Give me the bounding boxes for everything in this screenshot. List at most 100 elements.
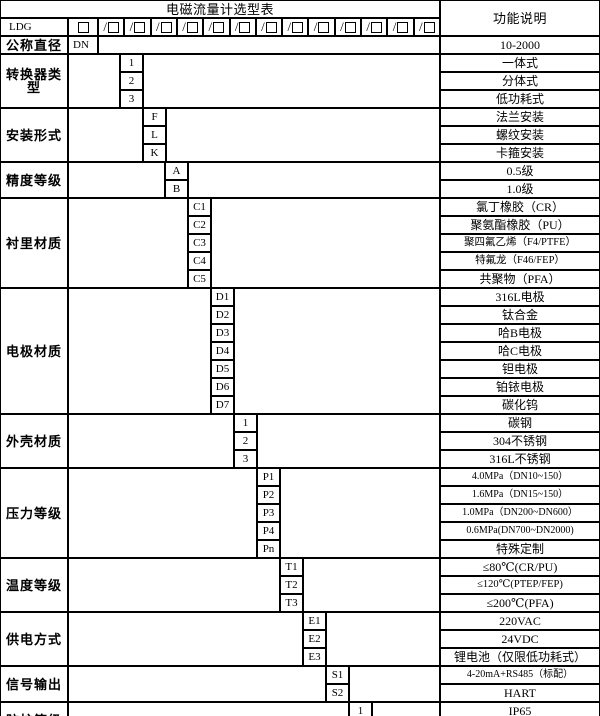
description-cell-1-1: 分体式 <box>440 72 600 90</box>
model-code-box-10[interactable]: / <box>334 18 362 36</box>
code-cell-5-3[interactable]: D4 <box>211 342 234 360</box>
description-cell-2-2: 卡箍安装 <box>440 144 600 162</box>
code-cell-3-0[interactable]: A <box>165 162 188 180</box>
model-code-box-3[interactable]: / <box>150 18 177 36</box>
slash-icon: / <box>313 18 318 34</box>
code-cell-2-0[interactable]: F <box>143 108 166 126</box>
code-cell-5-5[interactable]: D6 <box>211 378 234 396</box>
code-cell-9-1[interactable]: E2 <box>303 630 326 648</box>
description-cell-7-2: 1.0MPa（DN200~DN600） <box>440 504 600 522</box>
spacer-left-2 <box>68 108 143 162</box>
description-cell-6-1: 304不锈钢 <box>440 432 600 450</box>
category-label-1: 转换器类型 <box>0 54 68 108</box>
code-cell-10-1[interactable]: S2 <box>326 684 349 702</box>
code-cell-7-4[interactable]: Pn <box>257 540 280 558</box>
code-cell-9-2[interactable]: E3 <box>303 648 326 666</box>
category-label-4: 衬里材质 <box>0 198 68 288</box>
code-cell-1-0[interactable]: 1 <box>120 54 143 72</box>
code-cell-5-6[interactable]: D7 <box>211 396 234 414</box>
model-prefix-label: LDG <box>0 18 68 36</box>
spacer-right-11 <box>372 702 440 716</box>
model-code-box-0[interactable] <box>68 18 98 36</box>
code-cell-1-2[interactable]: 3 <box>120 90 143 108</box>
code-cell-8-2[interactable]: T3 <box>280 594 303 612</box>
code-cell-1-1[interactable]: 2 <box>120 72 143 90</box>
code-cell-6-1[interactable]: 2 <box>234 432 257 450</box>
slash-icon: / <box>182 18 186 34</box>
description-cell-4-3: 特氟龙（F46/FEP） <box>440 252 600 270</box>
description-cell-5-5: 铂铱电极 <box>440 378 600 396</box>
spacer-left-11 <box>68 702 349 716</box>
model-code-box-12[interactable]: / <box>387 18 414 36</box>
code-square-icon <box>397 21 409 33</box>
spacer-right-1 <box>143 54 440 108</box>
code-cell-7-0[interactable]: P1 <box>257 468 280 486</box>
model-code-box-7[interactable]: / <box>255 18 283 36</box>
description-cell-7-3: 0.6MPa(DN700~DN2000) <box>440 522 600 540</box>
code-cell-5-1[interactable]: D2 <box>211 306 234 324</box>
code-cell-2-2[interactable]: K <box>143 144 166 162</box>
spacer-right-2 <box>166 108 440 162</box>
code-cell-7-3[interactable]: P4 <box>257 522 280 540</box>
model-code-box-11[interactable]: / <box>361 18 388 36</box>
dn-prefix-label: DN <box>68 36 98 54</box>
slash-icon: / <box>287 18 292 34</box>
model-code-box-13[interactable]: / <box>413 18 440 36</box>
code-cell-10-0[interactable]: S1 <box>326 666 349 684</box>
code-cell-8-0[interactable]: T1 <box>280 558 303 576</box>
spacer-left-4 <box>68 198 188 288</box>
description-cell-7-1: 1.6MPa（DN15~150） <box>440 486 600 504</box>
description-cell-10-0: 4-20mA+RS485（标配） <box>440 666 600 684</box>
description-cell-8-1: ≤120℃(PTEP/FEP) <box>440 576 600 594</box>
spacer-left-6 <box>68 414 234 468</box>
code-square-icon <box>344 21 356 33</box>
category-label-6: 外壳材质 <box>0 414 68 468</box>
code-cell-4-3[interactable]: C4 <box>188 252 211 270</box>
model-code-box-4[interactable]: / <box>176 18 204 36</box>
description-cell-4-1: 聚氨酯橡胶（PU） <box>440 216 600 234</box>
code-cell-4-4[interactable]: C5 <box>188 270 211 288</box>
code-cell-4-2[interactable]: C3 <box>188 234 211 252</box>
code-square-icon <box>213 21 225 33</box>
description-cell-5-3: 哈C电极 <box>440 342 600 360</box>
description-cell-4-2: 聚四氟乙烯（F4/PTFE） <box>440 234 600 252</box>
code-cell-3-1[interactable]: B <box>165 180 188 198</box>
code-cell-4-0[interactable]: C1 <box>188 198 211 216</box>
model-code-box-8[interactable]: / <box>282 18 309 36</box>
code-cell-5-4[interactable]: D5 <box>211 360 234 378</box>
model-code-box-1[interactable]: / <box>98 18 125 36</box>
code-cell-7-2[interactable]: P3 <box>257 504 280 522</box>
spacer-right-7 <box>280 468 440 558</box>
code-cell-4-1[interactable]: C2 <box>188 216 211 234</box>
description-cell-3-1: 1.0级 <box>440 180 600 198</box>
spacer-cell-0 <box>98 36 440 54</box>
description-cell-5-1: 钛合金 <box>440 306 600 324</box>
code-cell-2-1[interactable]: L <box>143 126 166 144</box>
spacer-left-5 <box>68 288 211 414</box>
model-code-box-9[interactable]: / <box>308 18 335 36</box>
code-cell-7-1[interactable]: P2 <box>257 486 280 504</box>
description-cell-5-0: 316L电极 <box>440 288 600 306</box>
code-square-icon <box>77 21 89 33</box>
code-cell-5-2[interactable]: D3 <box>211 324 234 342</box>
code-cell-6-0[interactable]: 1 <box>234 414 257 432</box>
code-cell-9-0[interactable]: E1 <box>303 612 326 630</box>
code-cell-5-0[interactable]: D1 <box>211 288 234 306</box>
spacer-right-10 <box>349 666 440 702</box>
description-cell-9-0: 220VAC <box>440 612 600 630</box>
slash-icon: / <box>155 18 160 34</box>
model-code-box-2[interactable]: / <box>124 18 151 36</box>
model-code-box-5[interactable]: / <box>203 18 230 36</box>
spacer-right-6 <box>257 414 440 468</box>
code-cell-11-0[interactable]: 1 <box>349 702 372 716</box>
slash-icon: / <box>208 18 213 34</box>
code-cell-6-2[interactable]: 3 <box>234 450 257 468</box>
category-label-9: 供电方式 <box>0 612 68 666</box>
description-cell-8-0: ≤80℃(CR/PU) <box>440 558 600 576</box>
code-square-icon <box>292 21 304 33</box>
category-label-10: 信号输出 <box>0 666 68 702</box>
model-code-box-6[interactable]: / <box>229 18 256 36</box>
description-cell-8-2: ≤200℃(PFA) <box>440 594 600 612</box>
code-cell-8-1[interactable]: T2 <box>280 576 303 594</box>
